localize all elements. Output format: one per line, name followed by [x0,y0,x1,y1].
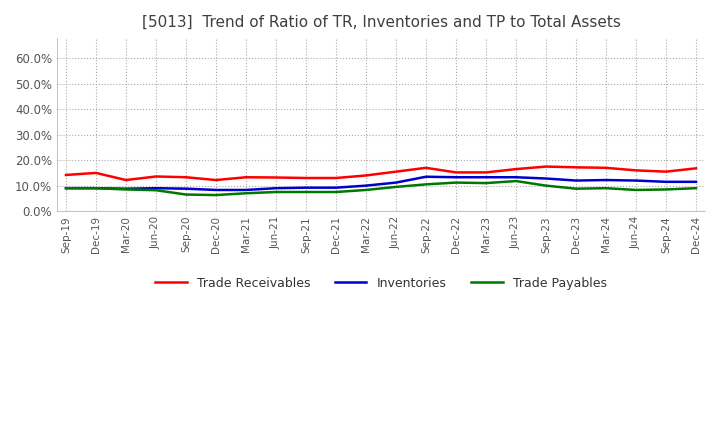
Trade Receivables [512,166,521,172]
Trade Payables [302,189,310,194]
Trade Receivables [62,172,71,178]
Inventories [392,180,400,185]
Inventories [422,174,431,180]
Inventories [512,175,521,180]
Trade Receivables [152,174,161,179]
Trade Receivables [242,175,251,180]
Trade Receivables [482,170,490,175]
Trade Payables [422,182,431,187]
Inventories [451,175,460,180]
Trade Payables [271,189,280,194]
Inventories [212,187,220,193]
Trade Payables [692,186,701,191]
Trade Receivables [541,164,550,169]
Inventories [62,186,71,191]
Trade Payables [482,180,490,186]
Trade Receivables [572,165,580,170]
Title: [5013]  Trend of Ratio of TR, Inventories and TP to Total Assets: [5013] Trend of Ratio of TR, Inventories… [142,15,621,30]
Inventories [361,183,370,188]
Trade Receivables [392,169,400,174]
Inventories [541,176,550,181]
Inventories [332,185,341,191]
Trade Receivables [91,170,100,176]
Trade Payables [242,191,251,196]
Line: Trade Payables: Trade Payables [66,181,696,195]
Trade Receivables [122,177,130,183]
Inventories [152,186,161,191]
Trade Receivables [361,173,370,178]
Trade Payables [572,186,580,191]
Trade Payables [122,187,130,192]
Trade Receivables [181,175,190,180]
Trade Payables [392,184,400,190]
Trade Payables [662,187,670,192]
Inventories [302,185,310,191]
Inventories [602,177,611,183]
Trade Payables [152,187,161,193]
Inventories [572,178,580,183]
Trade Payables [361,187,370,193]
Trade Payables [62,186,71,191]
Trade Receivables [451,170,460,175]
Inventories [482,175,490,180]
Trade Receivables [332,176,341,181]
Trade Payables [451,180,460,185]
Trade Payables [332,189,341,194]
Trade Receivables [631,168,640,173]
Inventories [271,186,280,191]
Inventories [692,179,701,184]
Trade Payables [512,178,521,183]
Trade Payables [631,187,640,193]
Trade Payables [541,183,550,188]
Inventories [631,178,640,183]
Trade Payables [91,186,100,191]
Trade Payables [181,192,190,197]
Line: Inventories: Inventories [66,177,696,190]
Trade Receivables [602,165,611,170]
Trade Receivables [662,169,670,174]
Inventories [662,179,670,184]
Trade Receivables [271,175,280,180]
Legend: Trade Receivables, Inventories, Trade Payables: Trade Receivables, Inventories, Trade Pa… [150,272,611,295]
Inventories [242,187,251,193]
Trade Receivables [302,176,310,181]
Line: Trade Receivables: Trade Receivables [66,167,696,180]
Trade Receivables [692,166,701,171]
Inventories [181,186,190,191]
Inventories [91,186,100,191]
Trade Payables [602,186,611,191]
Inventories [122,186,130,191]
Trade Receivables [212,177,220,183]
Trade Payables [212,192,220,198]
Trade Receivables [422,165,431,170]
